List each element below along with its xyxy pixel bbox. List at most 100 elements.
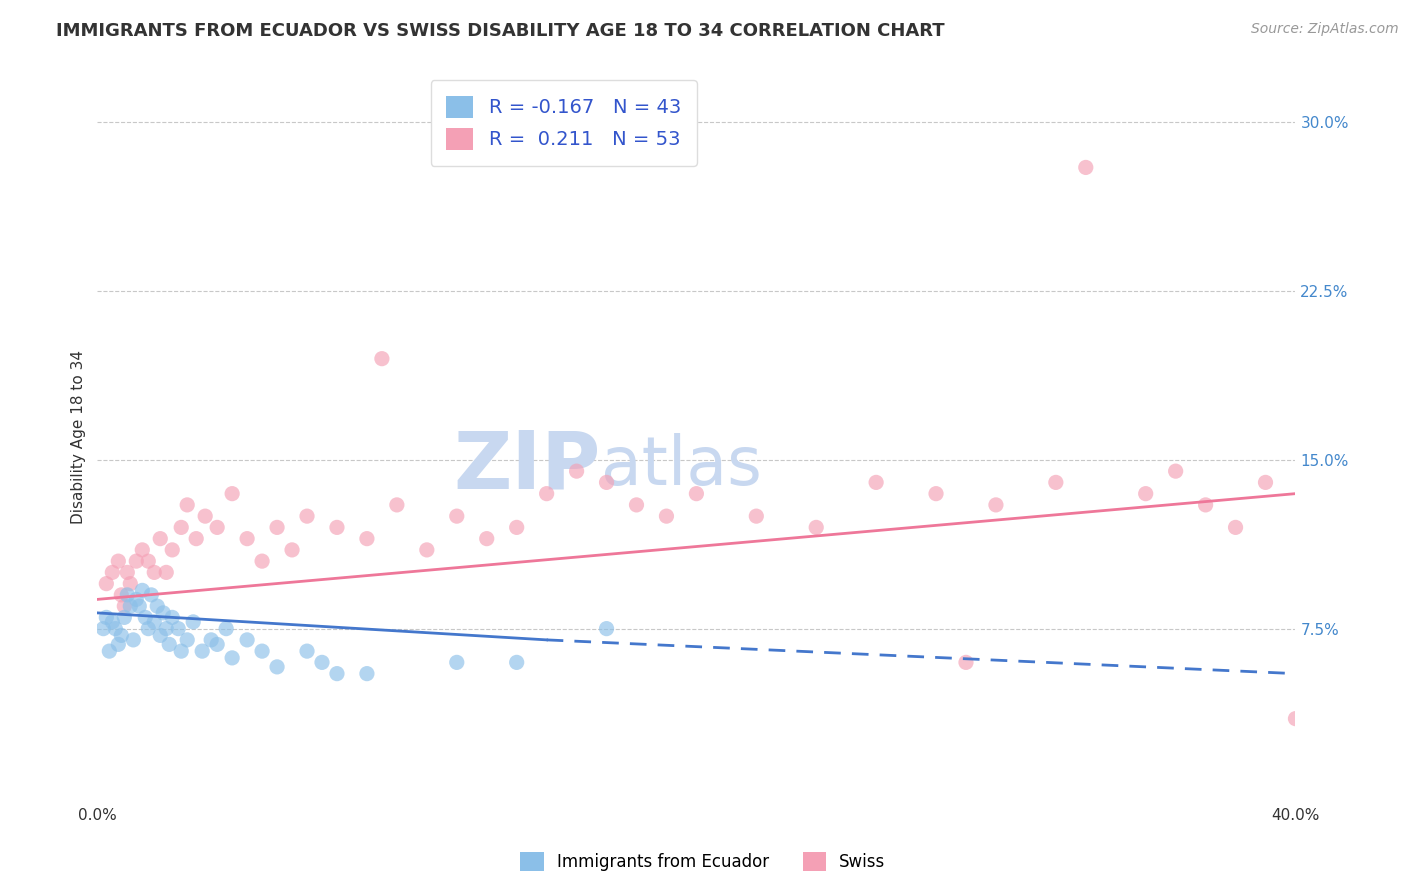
Point — [626, 498, 648, 512]
Point — [266, 660, 288, 674]
Point — [221, 486, 243, 500]
Point — [925, 486, 948, 500]
Point — [117, 566, 139, 580]
Point — [595, 475, 617, 490]
Point — [281, 542, 304, 557]
Point — [176, 498, 198, 512]
Point — [107, 554, 129, 568]
Point — [266, 520, 288, 534]
Point — [122, 632, 145, 647]
Point — [152, 606, 174, 620]
Point — [745, 509, 768, 524]
Point — [134, 610, 156, 624]
Point — [685, 486, 707, 500]
Point — [110, 628, 132, 642]
Point — [416, 542, 439, 557]
Point — [136, 622, 159, 636]
Point — [149, 628, 172, 642]
Point — [595, 622, 617, 636]
Point — [167, 622, 190, 636]
Point — [186, 532, 208, 546]
Point — [170, 644, 193, 658]
Point — [1284, 712, 1306, 726]
Point — [385, 498, 408, 512]
Point — [205, 637, 228, 651]
Point — [955, 656, 977, 670]
Point — [475, 532, 498, 546]
Point — [536, 486, 558, 500]
Point — [505, 656, 527, 670]
Point — [131, 542, 153, 557]
Point — [236, 532, 259, 546]
Point — [1135, 486, 1157, 500]
Point — [356, 532, 378, 546]
Point — [221, 651, 243, 665]
Point — [236, 632, 259, 647]
Legend: Immigrants from Ecuador, Swiss: Immigrants from Ecuador, Swiss — [512, 843, 894, 880]
Point — [205, 520, 228, 534]
Point — [125, 554, 148, 568]
Point — [96, 610, 118, 624]
Point — [120, 576, 142, 591]
Point — [96, 576, 118, 591]
Point — [326, 520, 349, 534]
Point — [1074, 161, 1097, 175]
Text: atlas: atlas — [600, 434, 762, 500]
Point — [806, 520, 828, 534]
Point — [131, 583, 153, 598]
Point — [143, 615, 166, 629]
Point — [101, 615, 124, 629]
Point — [110, 588, 132, 602]
Point — [176, 632, 198, 647]
Point — [125, 592, 148, 607]
Point — [160, 542, 183, 557]
Point — [505, 520, 527, 534]
Legend: R = -0.167   N = 43, R =  0.211   N = 53: R = -0.167 N = 43, R = 0.211 N = 53 — [430, 80, 697, 166]
Point — [250, 554, 273, 568]
Point — [1225, 520, 1247, 534]
Y-axis label: Disability Age 18 to 34: Disability Age 18 to 34 — [72, 351, 86, 524]
Point — [112, 599, 135, 614]
Point — [446, 509, 468, 524]
Point — [157, 637, 180, 651]
Point — [565, 464, 588, 478]
Text: IMMIGRANTS FROM ECUADOR VS SWISS DISABILITY AGE 18 TO 34 CORRELATION CHART: IMMIGRANTS FROM ECUADOR VS SWISS DISABIL… — [56, 22, 945, 40]
Point — [984, 498, 1007, 512]
Point — [371, 351, 394, 366]
Point — [446, 656, 468, 670]
Text: Source: ZipAtlas.com: Source: ZipAtlas.com — [1251, 22, 1399, 37]
Point — [143, 566, 166, 580]
Point — [1194, 498, 1216, 512]
Point — [146, 599, 169, 614]
Point — [295, 644, 318, 658]
Point — [112, 610, 135, 624]
Point — [181, 615, 204, 629]
Point — [120, 599, 142, 614]
Point — [1254, 475, 1277, 490]
Text: ZIP: ZIP — [453, 427, 600, 505]
Point — [107, 637, 129, 651]
Point — [1164, 464, 1187, 478]
Point — [191, 644, 214, 658]
Point — [101, 566, 124, 580]
Point — [215, 622, 238, 636]
Point — [865, 475, 887, 490]
Point — [655, 509, 678, 524]
Point — [356, 666, 378, 681]
Point — [136, 554, 159, 568]
Point — [311, 656, 333, 670]
Point — [155, 566, 177, 580]
Point — [160, 610, 183, 624]
Point — [200, 632, 222, 647]
Point — [194, 509, 217, 524]
Point — [1045, 475, 1067, 490]
Point — [93, 622, 115, 636]
Point — [155, 622, 177, 636]
Point — [128, 599, 150, 614]
Point — [117, 588, 139, 602]
Point — [170, 520, 193, 534]
Point — [250, 644, 273, 658]
Point — [326, 666, 349, 681]
Point — [141, 588, 163, 602]
Point — [104, 622, 127, 636]
